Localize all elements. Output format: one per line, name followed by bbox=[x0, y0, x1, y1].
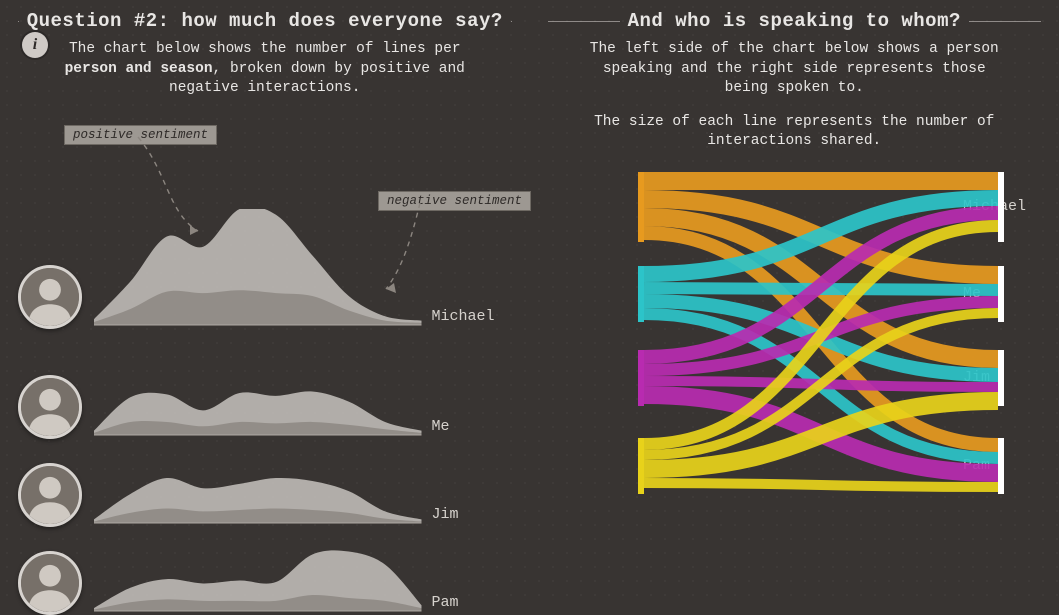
right-subtitle-2: The size of each line represents the num… bbox=[578, 113, 1012, 152]
annot-positive: positive sentiment bbox=[64, 125, 217, 145]
person-label: Pam bbox=[422, 594, 512, 615]
ridge-chart: positive sentiment negative sentiment Mi… bbox=[18, 113, 512, 593]
sankey-node-left bbox=[638, 266, 644, 322]
sankey-node-right bbox=[998, 350, 1004, 406]
ridge-area bbox=[94, 495, 422, 615]
sankey-node-right bbox=[998, 172, 1004, 242]
person-row: Michael bbox=[18, 209, 512, 329]
left-panel: Question #2: how much does everyone say?… bbox=[0, 0, 530, 606]
sankey-node-right bbox=[998, 438, 1004, 494]
left-title: Question #2: how much does everyone say? bbox=[27, 10, 503, 32]
ridge-area bbox=[94, 209, 422, 329]
annot-negative: negative sentiment bbox=[378, 191, 531, 211]
person-row: Pam bbox=[18, 495, 512, 615]
info-icon[interactable]: i bbox=[22, 32, 48, 58]
sankey-node-left bbox=[638, 438, 644, 494]
left-subtitle: The chart below shows the number of line… bbox=[48, 40, 482, 99]
right-header: And who is speaking to whom? bbox=[548, 10, 1042, 32]
sankey-svg bbox=[588, 172, 1004, 502]
right-panel: And who is speaking to whom? The left si… bbox=[530, 0, 1059, 606]
sankey-node-right bbox=[998, 266, 1004, 322]
sankey-link bbox=[644, 483, 998, 487]
sankey-chart: MichaelMeJimPam bbox=[548, 172, 1042, 602]
right-title: And who is speaking to whom? bbox=[628, 10, 961, 32]
avatar bbox=[18, 551, 82, 615]
sankey-node-left bbox=[638, 350, 644, 406]
right-subtitle-1: The left side of the chart below shows a… bbox=[578, 40, 1012, 99]
sankey-node-left bbox=[638, 172, 644, 242]
left-header: Question #2: how much does everyone say? bbox=[18, 10, 512, 32]
